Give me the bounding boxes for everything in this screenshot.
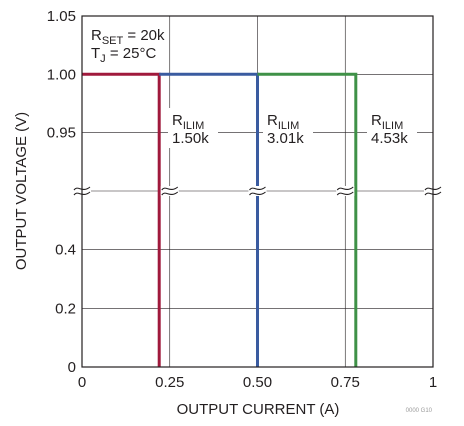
tick-labels: 0 0.25 0.50 0.75 1 0.95 1.00 1.05 0 0.2 0.4: [47, 8, 437, 391]
svg-text:1.50k: 1.50k: [172, 130, 209, 147]
figure-id: 0000 G10: [406, 408, 433, 414]
y-tick-label: 1.05: [47, 8, 76, 25]
break-mark: [161, 186, 179, 191]
svg-text:4.53k: 4.53k: [371, 130, 408, 147]
break-mark: [424, 191, 442, 196]
rset-annotation: RSET = 20k: [91, 27, 165, 47]
break-mark: [73, 191, 91, 196]
series-line-2: [257, 72, 358, 367]
y-tick-label: 0.4: [55, 242, 76, 259]
x-tick-label: 0: [78, 374, 86, 391]
break-mark: [161, 191, 179, 196]
plot-frame: [81, 15, 434, 368]
x-tick-label: 0.50: [243, 374, 272, 391]
x-axis-label: OUTPUT CURRENT (A): [177, 401, 340, 418]
data-series: [82, 72, 358, 367]
series-line-0: [82, 72, 161, 367]
y-tick-label: 0: [68, 359, 76, 376]
svg-text:3.01k: 3.01k: [267, 130, 304, 147]
x-tick-label: 0.75: [331, 374, 360, 391]
tj-annotation: TJ = 25°C: [91, 45, 156, 65]
break-mark: [249, 191, 266, 196]
break-mark: [336, 191, 354, 196]
break-mask: [336, 186, 355, 196]
break-mask: [160, 186, 179, 196]
svg-text:RILIM: RILIM: [172, 112, 204, 132]
series-label-rilim-1-50k: RILIM 1.50k: [168, 108, 218, 148]
y-tick-label: 0.95: [47, 125, 76, 142]
break-mark: [73, 186, 91, 191]
break-mark: [336, 186, 354, 191]
break-mark: [249, 186, 266, 191]
y-tick-label: 0.2: [55, 300, 76, 317]
y-axis-label: OUTPUT VOLTAGE (V): [13, 112, 30, 270]
break-mark: [424, 186, 442, 191]
y-tick-label: 1.00: [47, 66, 76, 83]
svg-text:RILIM: RILIM: [267, 112, 299, 132]
series-label-rilim-3-01k: RILIM 3.01k: [263, 108, 313, 148]
svg-text:RILIM: RILIM: [371, 112, 403, 132]
series-label-rilim-4-53k: RILIM 4.53k: [367, 108, 417, 148]
x-tick-label: 0.25: [155, 374, 184, 391]
x-tick-label: 1: [429, 374, 437, 391]
break-mask: [248, 186, 267, 196]
